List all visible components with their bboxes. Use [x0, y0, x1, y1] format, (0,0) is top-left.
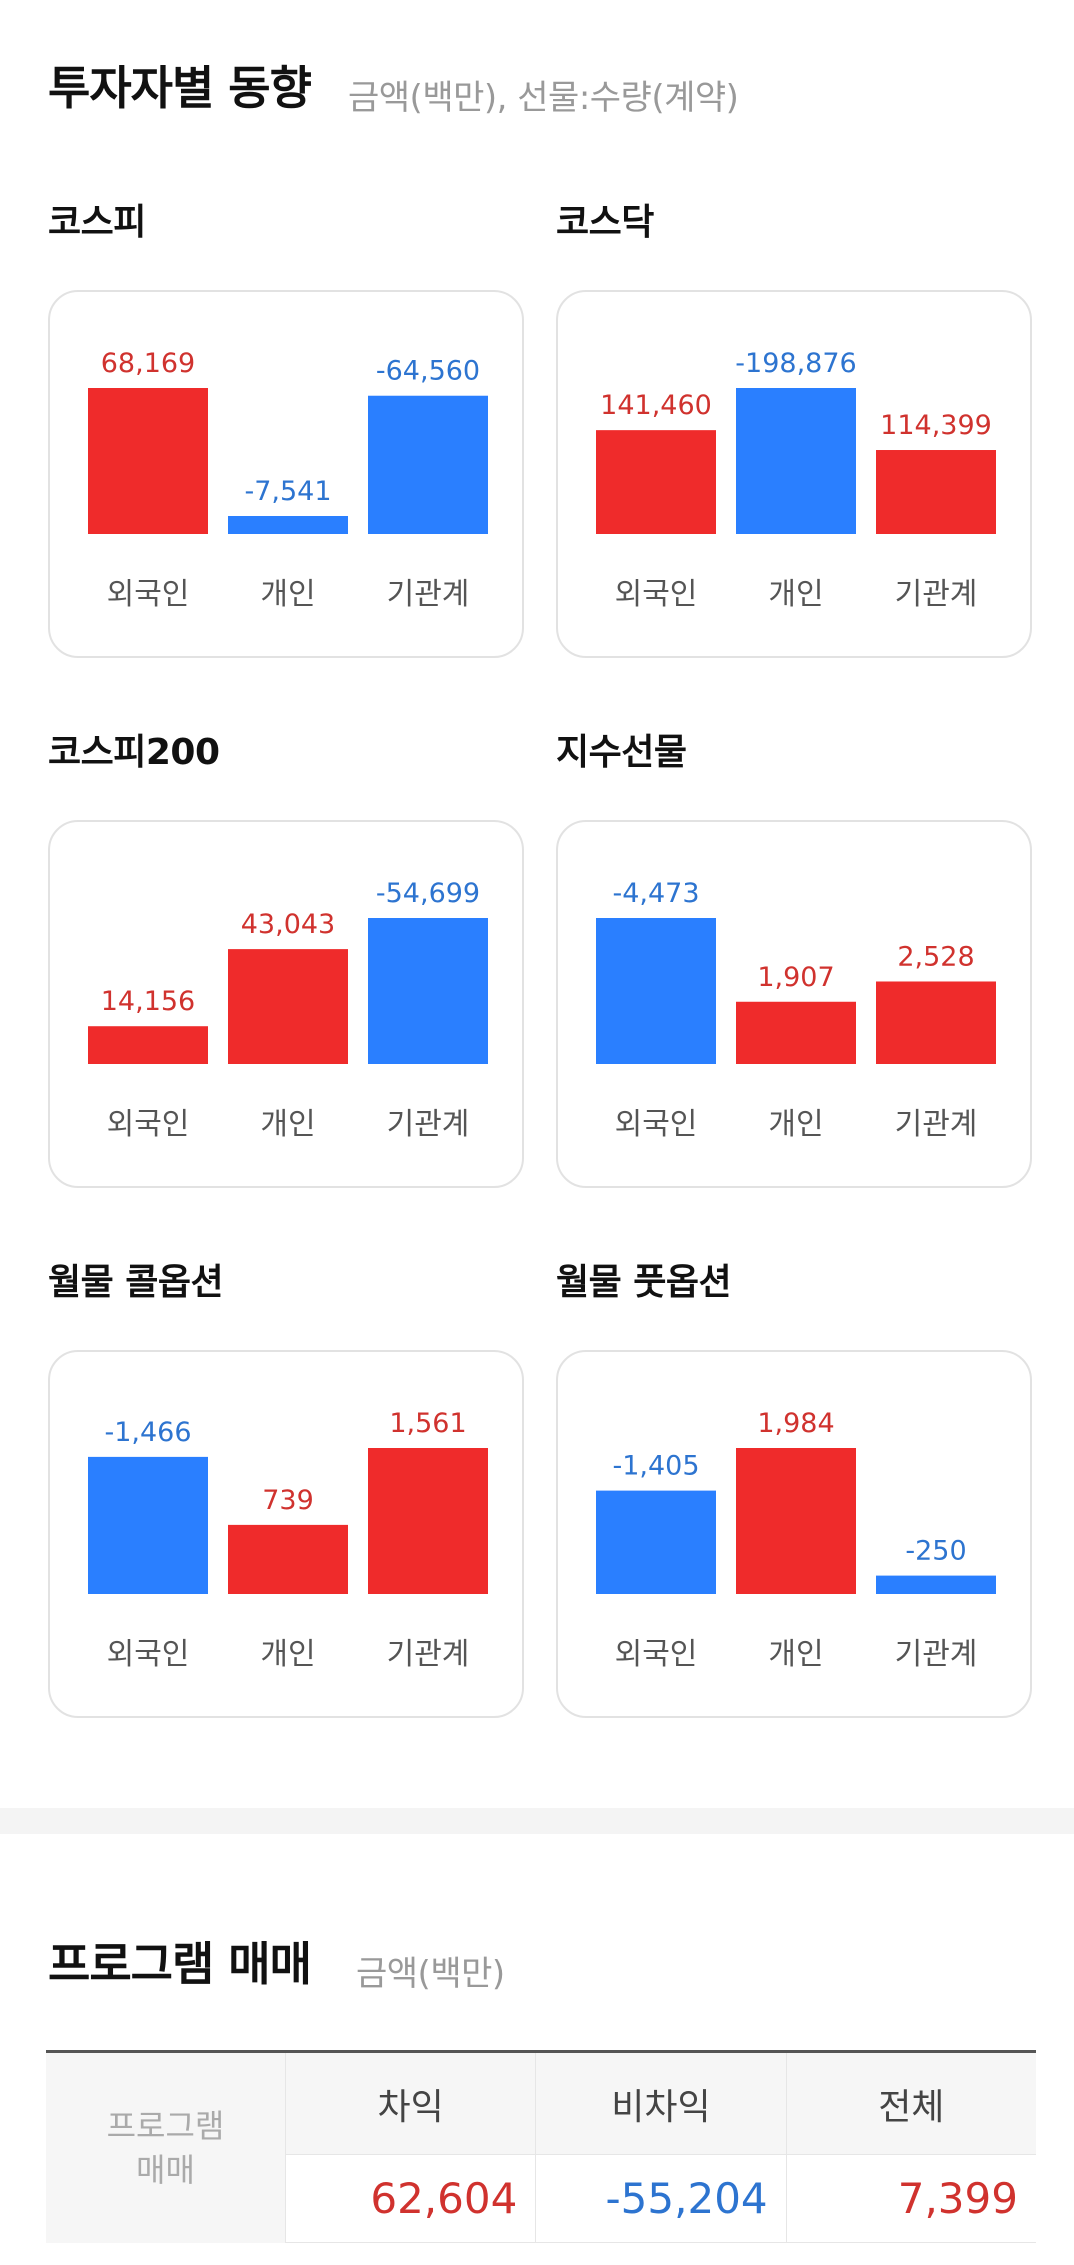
data-label-institution: 1,561: [389, 1408, 466, 1439]
data-label-individual: 739: [262, 1485, 314, 1516]
data-label-institution: -250: [905, 1536, 966, 1567]
category-label-foreign: 외국인: [615, 1637, 698, 1672]
program-header-arbitrage: 차익: [286, 2053, 537, 2154]
bar-individual: [736, 1448, 856, 1594]
category-label-foreign: 외국인: [615, 1107, 698, 1142]
bar-foreign: [88, 1456, 208, 1594]
data-label-institution: -64,560: [376, 356, 480, 387]
chart-block-3: 지수선물 -4,473 외국인 1,907 개인 2,528 기관계: [556, 728, 1032, 1188]
category-label-foreign: 외국인: [107, 577, 190, 612]
chart-block-1: 코스닥 141,460 외국인 -198,876 개인 114,399 기관계: [556, 198, 1032, 658]
chart-block-0: 코스피 68,169 외국인 -7,541 개인 -64,560 기관계: [48, 198, 524, 658]
bar-individual: [736, 388, 856, 534]
program-header-row: 차익 비차익 전체: [286, 2053, 1036, 2155]
chart-title: 코스닥: [556, 202, 654, 243]
bar-individual: [228, 949, 348, 1064]
data-label-foreign: -1,466: [104, 1417, 191, 1448]
category-label-institution: 기관계: [387, 577, 470, 612]
chart-title: 월물 콜옵션: [48, 1262, 224, 1303]
data-label-institution: 114,399: [880, 410, 992, 441]
bar-institution: [368, 1448, 488, 1594]
chart-title: 코스피: [48, 202, 146, 243]
program-value-arbitrage: 62,604: [286, 2155, 537, 2242]
category-label-individual: 개인: [260, 577, 315, 612]
data-label-foreign: 68,169: [101, 348, 195, 379]
chart-card[interactable]: 141,460 외국인 -198,876 개인 114,399 기관계: [556, 290, 1032, 658]
chart-title: 월물 풋옵션: [556, 1262, 732, 1303]
program-row-label: 프로그램 매매: [46, 2053, 286, 2243]
bar-foreign: [596, 918, 716, 1064]
chart-card[interactable]: 68,169 외국인 -7,541 개인 -64,560 기관계: [48, 290, 524, 658]
data-label-foreign: -4,473: [612, 878, 699, 909]
category-label-individual: 개인: [260, 1107, 315, 1142]
data-label-individual: 43,043: [241, 909, 335, 940]
bar-institution: [368, 918, 488, 1064]
chart-card[interactable]: -1,466 외국인 739 개인 1,561 기관계: [48, 1350, 524, 1718]
category-label-institution: 기관계: [387, 1637, 470, 1672]
category-label-institution: 기관계: [895, 577, 978, 612]
data-label-institution: -54,699: [376, 878, 480, 909]
chart-card[interactable]: 14,156 외국인 43,043 개인 -54,699 기관계: [48, 820, 524, 1188]
program-header-total: 전체: [878, 2086, 945, 2128]
bar-institution: [876, 450, 996, 534]
program-value-row: 62,604 -55,204 7,399: [286, 2155, 1036, 2243]
program-section-subtitle: 금액(백만): [356, 1954, 505, 1994]
bar-foreign: [88, 1026, 208, 1064]
category-label-individual: 개인: [768, 577, 823, 612]
bar-individual: [228, 1524, 348, 1594]
chart-card[interactable]: -4,473 외국인 1,907 개인 2,528 기관계: [556, 820, 1032, 1188]
chart-card[interactable]: -1,405 외국인 1,984 개인 -250 기관계: [556, 1350, 1032, 1718]
investor-section-subtitle: 금액(백만), 선물:수량(계약): [348, 78, 739, 118]
program-trading-table: 프로그램 매매 차익 비차익 전체 62,604 -55,204 7,399: [46, 2050, 1036, 2243]
bar-institution: [876, 1575, 996, 1594]
chart-title: 코스피200: [48, 732, 220, 773]
chart-title: 지수선물: [556, 732, 687, 773]
category-label-foreign: 외국인: [107, 1637, 190, 1672]
bar-individual: [228, 516, 348, 534]
program-row-label-line1: 프로그램: [106, 2107, 225, 2145]
data-label-foreign: 141,460: [600, 390, 712, 421]
program-header-non-arbitrage: 비차익: [536, 2053, 787, 2154]
data-label-individual: -198,876: [735, 348, 856, 379]
data-label-individual: 1,984: [757, 1408, 834, 1439]
data-label-institution: 2,528: [897, 941, 974, 972]
bar-foreign: [596, 1490, 716, 1594]
data-label-foreign: 14,156: [101, 986, 195, 1017]
chart-block-5: 월물 풋옵션 -1,405 외국인 1,984 개인 -250 기관계: [556, 1258, 1032, 1718]
data-label-individual: 1,907: [757, 962, 834, 993]
category-label-foreign: 외국인: [615, 577, 698, 612]
program-row-label-line2: 매매: [136, 2151, 195, 2189]
bar-institution: [368, 395, 488, 534]
section-divider: [0, 1808, 1074, 1834]
category-label-individual: 개인: [260, 1637, 315, 1672]
bar-individual: [736, 1001, 856, 1064]
investor-section-title: 투자자별 동향: [48, 61, 312, 115]
program-section-title: 프로그램 매매: [48, 1937, 312, 1991]
category-label-institution: 기관계: [895, 1107, 978, 1142]
category-label-individual: 개인: [768, 1637, 823, 1672]
category-label-institution: 기관계: [895, 1637, 978, 1672]
chart-block-4: 월물 콜옵션 -1,466 외국인 739 개인 1,561 기관계: [48, 1258, 524, 1718]
data-label-individual: -7,541: [244, 476, 331, 507]
chart-block-2: 코스피200 14,156 외국인 43,043 개인 -54,699 기관계: [48, 728, 524, 1188]
bar-foreign: [596, 430, 716, 534]
bar-institution: [876, 981, 996, 1064]
category-label-individual: 개인: [768, 1107, 823, 1142]
bar-foreign: [88, 388, 208, 534]
category-label-institution: 기관계: [387, 1107, 470, 1142]
program-value-total: 7,399: [897, 2174, 1018, 2223]
category-label-foreign: 외국인: [107, 1107, 190, 1142]
program-value-non-arbitrage: -55,204: [536, 2155, 787, 2242]
data-label-foreign: -1,405: [612, 1451, 699, 1482]
